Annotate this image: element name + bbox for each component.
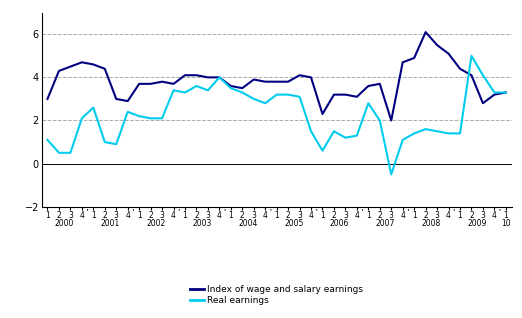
Index of wage and salary earnings [434, 43, 440, 47]
Real earnings [239, 91, 245, 94]
Index of wage and salary earnings [239, 86, 245, 90]
Real earnings [491, 91, 497, 94]
Text: 2007: 2007 [376, 218, 395, 228]
Real earnings [56, 151, 62, 155]
Real earnings [365, 101, 372, 105]
Index of wage and salary earnings [170, 82, 176, 86]
Real earnings [274, 93, 280, 97]
Real earnings [67, 151, 74, 155]
Real earnings [296, 95, 303, 99]
Real earnings [411, 132, 417, 135]
Real earnings [503, 91, 509, 94]
Real earnings [44, 138, 51, 142]
Index of wage and salary earnings [228, 84, 234, 88]
Index of wage and salary earnings [79, 60, 85, 64]
Real earnings [251, 97, 257, 101]
Real earnings [262, 101, 268, 105]
Real earnings [399, 138, 406, 142]
Real earnings [182, 91, 188, 94]
Real earnings [79, 116, 85, 120]
Real earnings [148, 116, 154, 120]
Real earnings [205, 88, 211, 92]
Index of wage and salary earnings [491, 93, 497, 97]
Real earnings [216, 75, 222, 79]
Index of wage and salary earnings [331, 93, 337, 97]
Text: 2003: 2003 [193, 218, 212, 228]
Text: 2005: 2005 [284, 218, 303, 228]
Index of wage and salary earnings [136, 82, 143, 86]
Index of wage and salary earnings [468, 73, 474, 77]
Real earnings [90, 106, 97, 109]
Index of wage and salary earnings [67, 65, 74, 68]
Index of wage and salary earnings [457, 67, 463, 71]
Real earnings [319, 149, 326, 153]
Index of wage and salary earnings [159, 80, 165, 84]
Real earnings [457, 132, 463, 135]
Real earnings [159, 116, 165, 120]
Index of wage and salary earnings [296, 73, 303, 77]
Line: Index of wage and salary earnings: Index of wage and salary earnings [48, 32, 506, 121]
Real earnings [113, 142, 120, 146]
Index of wage and salary earnings [480, 101, 486, 105]
Real earnings [308, 129, 314, 133]
Index of wage and salary earnings [56, 69, 62, 73]
Index of wage and salary earnings [193, 73, 199, 77]
Real earnings [480, 73, 486, 77]
Index of wage and salary earnings [148, 82, 154, 86]
Index of wage and salary earnings [319, 112, 326, 116]
Index of wage and salary earnings [354, 95, 360, 99]
Index of wage and salary earnings [102, 67, 108, 71]
Index of wage and salary earnings [216, 75, 222, 79]
Text: 2006: 2006 [330, 218, 349, 228]
Index of wage and salary earnings [308, 75, 314, 79]
Text: 2004: 2004 [239, 218, 258, 228]
Real earnings [331, 129, 337, 133]
Real earnings [170, 88, 176, 92]
Index of wage and salary earnings [113, 97, 120, 101]
Index of wage and salary earnings [388, 119, 395, 122]
Index of wage and salary earnings [274, 80, 280, 84]
Real earnings [125, 110, 131, 114]
Text: 2008: 2008 [422, 218, 441, 228]
Real earnings [468, 54, 474, 58]
Index of wage and salary earnings [251, 78, 257, 81]
Index of wage and salary earnings [399, 60, 406, 64]
Real earnings [193, 84, 199, 88]
Real earnings [445, 132, 452, 135]
Index of wage and salary earnings [377, 82, 383, 86]
Real earnings [388, 172, 395, 176]
Real earnings [102, 140, 108, 144]
Index of wage and salary earnings [411, 56, 417, 60]
Index of wage and salary earnings [125, 99, 131, 103]
Line: Real earnings: Real earnings [48, 56, 506, 174]
Index of wage and salary earnings [503, 91, 509, 94]
Real earnings [285, 93, 291, 97]
Index of wage and salary earnings [422, 30, 429, 34]
Index of wage and salary earnings [262, 80, 268, 84]
Index of wage and salary earnings [342, 93, 349, 97]
Legend: Index of wage and salary earnings, Real earnings: Index of wage and salary earnings, Real … [190, 285, 363, 305]
Real earnings [136, 114, 143, 118]
Index of wage and salary earnings [365, 84, 372, 88]
Index of wage and salary earnings [182, 73, 188, 77]
Real earnings [434, 129, 440, 133]
Text: 10: 10 [501, 218, 511, 228]
Index of wage and salary earnings [90, 63, 97, 66]
Text: 2002: 2002 [147, 218, 166, 228]
Index of wage and salary earnings [445, 52, 452, 56]
Text: 2009: 2009 [468, 218, 487, 228]
Real earnings [228, 86, 234, 90]
Index of wage and salary earnings [285, 80, 291, 84]
Index of wage and salary earnings [205, 75, 211, 79]
Index of wage and salary earnings [44, 97, 51, 101]
Real earnings [342, 136, 349, 140]
Real earnings [422, 127, 429, 131]
Text: 2000: 2000 [55, 218, 74, 228]
Real earnings [377, 119, 383, 122]
Text: 2001: 2001 [101, 218, 120, 228]
Real earnings [354, 134, 360, 137]
